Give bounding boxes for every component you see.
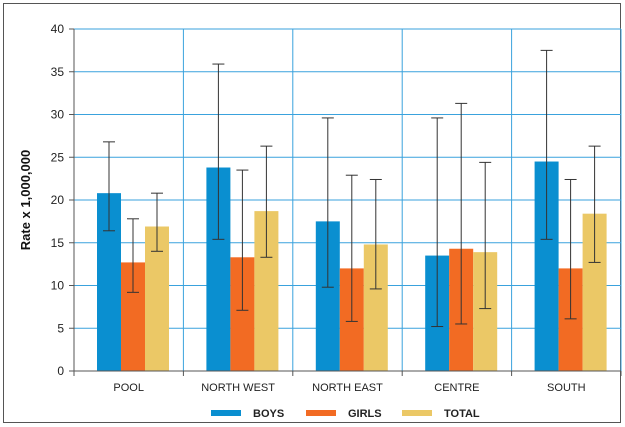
y-tick-label: 10 bbox=[51, 279, 65, 293]
legend-swatch bbox=[402, 410, 432, 416]
error-bar-total bbox=[479, 161, 492, 310]
x-tick-label: CENTRE bbox=[434, 382, 479, 394]
chart-frame: 0 5 10 15 20 25 30 35 40 POOL NORTH WEST NORTH EAS… bbox=[3, 3, 622, 423]
error-bar-girls bbox=[455, 102, 468, 325]
error-bar-boys bbox=[212, 63, 225, 240]
y-tick-label: 25 bbox=[51, 150, 65, 164]
y-tick-label: 40 bbox=[51, 22, 65, 36]
legend-swatch bbox=[211, 410, 241, 416]
legend-swatch bbox=[306, 410, 336, 416]
legend-label: BOYS bbox=[253, 408, 284, 420]
error-bar-boys bbox=[321, 117, 334, 288]
error-bar-girls bbox=[127, 218, 139, 293]
error-bars bbox=[103, 49, 601, 328]
legend-item-boys: BOYS bbox=[211, 408, 284, 420]
error-bar-boys bbox=[103, 141, 115, 232]
error-bar-total bbox=[260, 145, 273, 258]
y-axis-label: Rate x 1,000,000 bbox=[18, 150, 33, 250]
legend-label: TOTAL bbox=[444, 408, 480, 420]
axes bbox=[69, 28, 622, 376]
x-tick-label: NORTH EAST bbox=[312, 382, 383, 394]
y-tick-labels: 0 5 10 15 20 25 30 35 40 bbox=[51, 22, 65, 378]
y-tick-label: 15 bbox=[51, 236, 65, 250]
legend-item-girls: GIRLS bbox=[306, 408, 382, 420]
error-bar-boys bbox=[540, 49, 553, 240]
legend-item-total: TOTAL bbox=[402, 408, 480, 420]
x-tick-label: POOL bbox=[113, 382, 144, 394]
bars bbox=[97, 161, 607, 371]
error-bar-girls bbox=[236, 169, 249, 311]
error-bar-boys bbox=[431, 117, 444, 328]
bar-chart: 0 5 10 15 20 25 30 35 40 POOL NORTH WEST NORTH EAS… bbox=[18, 22, 622, 420]
y-tick-label: 30 bbox=[51, 108, 65, 122]
y-tick-label: 0 bbox=[57, 364, 64, 378]
y-tick-label: 5 bbox=[57, 321, 64, 335]
x-tick-label: NORTH WEST bbox=[201, 382, 275, 394]
y-tick-label: 20 bbox=[51, 193, 65, 207]
x-tick-labels: POOL NORTH WEST NORTH EAST CENTRE SOUTH bbox=[113, 382, 585, 394]
error-bar-total bbox=[151, 192, 163, 252]
legend: BOYS GIRLS TOTAL bbox=[211, 408, 480, 420]
error-bar-girls bbox=[564, 178, 577, 320]
x-tick-label: SOUTH bbox=[547, 382, 586, 394]
error-bar-total bbox=[369, 178, 382, 290]
legend-label: GIRLS bbox=[348, 408, 382, 420]
error-bar-girls bbox=[345, 174, 358, 322]
y-tick-label: 35 bbox=[51, 65, 65, 79]
error-bar-total bbox=[588, 145, 601, 263]
